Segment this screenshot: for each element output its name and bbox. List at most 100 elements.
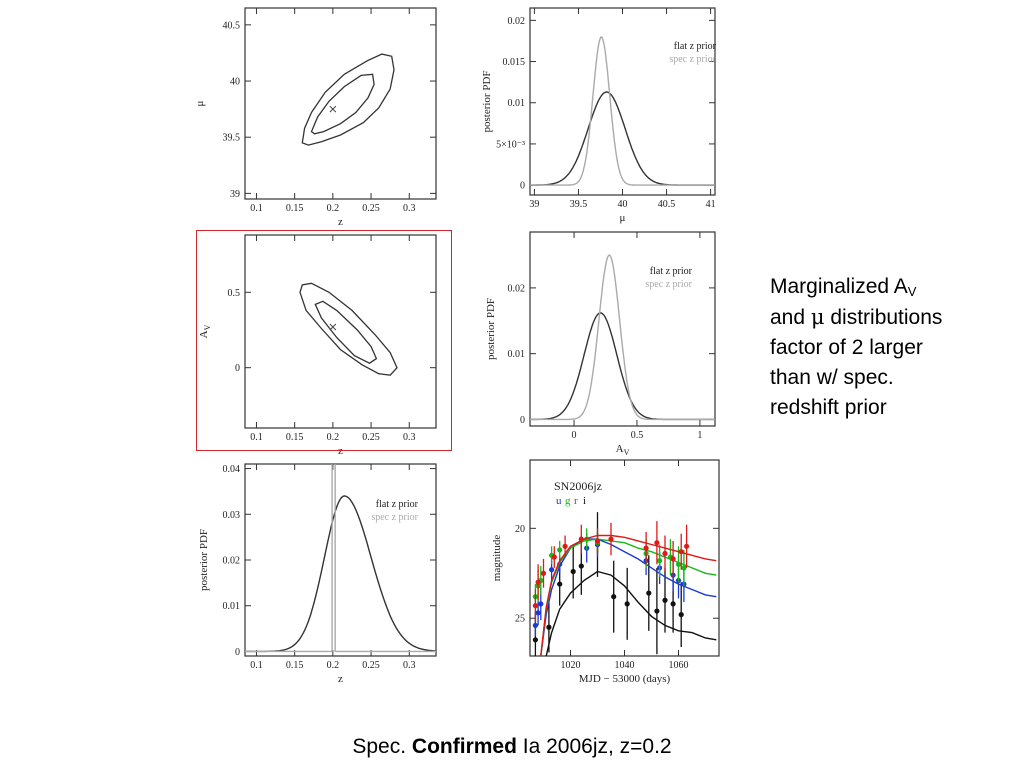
plot-frame: [244, 7, 437, 200]
model-curve-i: [545, 570, 717, 656]
y-tick-label: 0.01: [223, 601, 241, 612]
y-tick-label: 0.03: [223, 510, 241, 521]
data-point-i: [646, 590, 652, 596]
data-point-i: [624, 601, 630, 607]
x-tick-label: 0.25: [362, 203, 380, 214]
pdf-curve-spec-prior: [245, 464, 436, 653]
data-point-i: [570, 568, 576, 575]
data-point-i: [557, 581, 563, 587]
y-tick-label: 0.02: [508, 16, 526, 27]
contour-outer: [299, 282, 398, 376]
y-tick-label: 0: [235, 647, 240, 658]
band-label-u: u: [556, 495, 562, 507]
x-axis-label: z: [338, 445, 343, 457]
band-label-r: r: [574, 495, 578, 507]
side-note-line-5: redshift prior: [770, 396, 887, 419]
x-tick-label: 0.5: [631, 430, 644, 441]
x-tick-label: 40.5: [658, 199, 676, 210]
data-point-g: [681, 565, 687, 571]
x-tick-label: 1060: [669, 660, 689, 671]
chart-z-vs-mu: 0.1 0.15 0.2 0.25 0.3 39 39.5 40 40.5 z μ: [194, 7, 437, 228]
x-tick-label: 0.25: [362, 660, 380, 671]
chart-z-posterior: 0.1 0.15 0.2 0.25 0.3 0 0.01 0.02 0.03 0.04 flat z…: [198, 463, 437, 685]
x-tick-label: 39: [529, 199, 539, 210]
data-point-u: [535, 610, 541, 616]
x-tick-label: 39.5: [570, 199, 588, 210]
data-point-r: [643, 545, 649, 551]
x-tick-label: 0.1: [250, 432, 263, 443]
legend-flat-prior: flat z prior: [650, 266, 693, 277]
best-fit-marker: [329, 323, 337, 331]
data-point-u: [538, 601, 544, 607]
y-tick-label: 5×10⁻³: [496, 139, 525, 150]
x-tick-label: 40: [618, 199, 628, 210]
y-tick-label: 25: [515, 614, 525, 625]
side-note: Marginalized AV and μ distributions fact…: [770, 272, 1010, 423]
side-note-line-1: Marginalized AV: [770, 275, 917, 299]
caption-bold: Confirmed: [411, 735, 517, 758]
y-tick-label: 0: [520, 181, 525, 192]
data-point-u: [532, 622, 538, 629]
data-point-u: [549, 567, 555, 573]
data-point-i: [578, 563, 584, 569]
data-point-i: [662, 597, 668, 603]
contour-inner: [314, 300, 378, 364]
x-axis-label: MJD − 53000 (days): [579, 673, 671, 685]
mu-symbol: μ: [810, 305, 825, 329]
plot-frame: [529, 231, 716, 427]
y-tick-label: 0: [520, 415, 525, 426]
x-tick-label: 0: [572, 430, 577, 441]
y-tick-label: 40.5: [223, 20, 241, 31]
slide-caption: Spec. Confirmed Ia 2006jz, z=0.2: [352, 735, 672, 758]
side-note-line-4: than w/ spec.: [770, 366, 894, 389]
y-axis-label-sub: V: [203, 324, 212, 330]
legend-flat-prior: flat z prior: [376, 499, 419, 510]
pdf-curve-flat-prior: [530, 312, 715, 421]
y-tick-label: 0.02: [508, 283, 526, 294]
x-tick-label: 1040: [615, 660, 635, 671]
x-tick-label: 0.2: [327, 203, 340, 214]
data-point-g: [675, 561, 682, 567]
model-curve-r: [540, 534, 717, 656]
data-point-r: [551, 554, 557, 560]
data-point-r: [578, 536, 584, 542]
x-tick-label: 0.15: [286, 203, 304, 214]
x-tick-label: 0.2: [327, 432, 340, 443]
chart-lightcurve: 1020 1040 1060 20 25 MJD − 53000 (days) magnit…: [491, 459, 720, 685]
x-tick-label: 0.15: [286, 432, 304, 443]
x-tick-label: 0.3: [403, 660, 416, 671]
y-tick-label: 0.01: [508, 349, 526, 360]
x-axis-label: z: [338, 216, 343, 228]
y-tick-label: 39: [230, 189, 240, 200]
legend-spec-prior: spec z prior: [371, 512, 418, 523]
contour-inner: [310, 73, 375, 135]
chart-av-posterior: 0 0.5 1 0 0.01 0.02 flat z prior spec z prior AV…: [485, 231, 716, 457]
y-tick-label: 0.02: [223, 556, 241, 567]
data-point-r: [540, 570, 547, 576]
data-point-r: [594, 538, 601, 544]
legend-flat-prior: flat z prior: [674, 41, 717, 52]
x-tick-label: 0.15: [286, 660, 304, 671]
data-point-i: [532, 637, 538, 643]
x-tick-label: 0.1: [250, 203, 263, 214]
model-curve-u: [540, 538, 717, 656]
lightcurve-plot-area: [532, 512, 717, 656]
x-axis-label: AV: [616, 443, 630, 457]
x-axis-label: μ: [620, 212, 626, 224]
x-tick-label: 0.1: [250, 660, 263, 671]
data-point-r: [654, 540, 660, 546]
x-tick-label: 0.2: [327, 660, 340, 671]
y-tick-label: 0: [235, 363, 240, 374]
side-note-line-2: and μ distributions: [770, 305, 943, 329]
pdf-curve-spec-prior: [530, 254, 715, 421]
legend-spec-prior: spec z prior: [669, 54, 716, 65]
y-tick-label: 39.5: [223, 133, 241, 144]
plot-frame: [244, 234, 437, 429]
y-tick-label: 0.04: [223, 464, 241, 475]
data-point-i: [654, 608, 660, 614]
y-axis-label: magnitude: [491, 535, 503, 582]
data-point-r: [684, 543, 690, 549]
contour-outer: [301, 53, 395, 146]
x-tick-label: 41: [706, 199, 716, 210]
lightcurve-title: SN2006jz: [554, 479, 602, 493]
